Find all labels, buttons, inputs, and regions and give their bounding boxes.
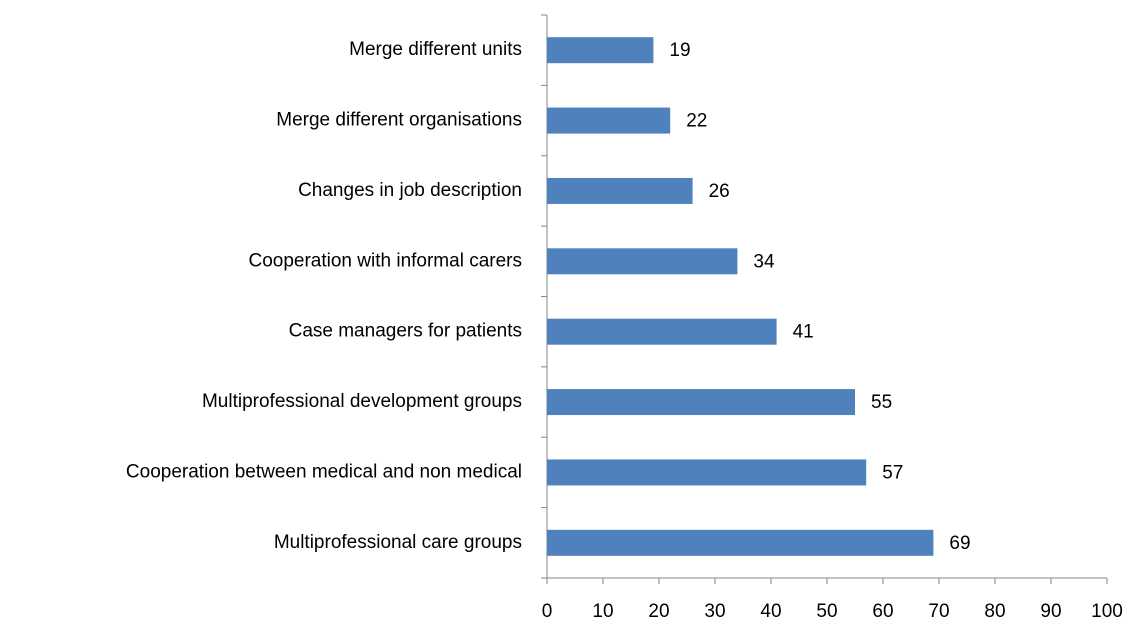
x-tick-label: 90: [1040, 601, 1061, 622]
bar: [547, 248, 738, 275]
bar: [547, 37, 654, 64]
value-label: 34: [753, 251, 775, 272]
bar: [547, 389, 855, 416]
x-tick-label: 10: [592, 601, 613, 622]
bar: [547, 177, 693, 204]
bar: [547, 318, 777, 345]
y-tick-label: Cooperation with informal carers: [248, 250, 522, 271]
bar: [547, 107, 671, 134]
value-label: 55: [871, 392, 892, 413]
y-tick-label: Multiprofessional development groups: [202, 391, 522, 412]
y-tick-label: Changes in job description: [298, 180, 522, 201]
value-label: 69: [949, 533, 970, 554]
bar: [547, 459, 867, 486]
bar: [547, 529, 934, 556]
x-tick-label: 70: [928, 601, 949, 622]
value-label: 41: [793, 322, 814, 343]
y-tick-label: Cooperation between medical and non medi…: [126, 461, 522, 482]
x-tick-label: 60: [872, 601, 893, 622]
x-tick-label: 80: [984, 601, 1005, 622]
x-tick-label: 0: [542, 601, 553, 622]
value-label: 57: [882, 462, 903, 483]
value-label: 22: [686, 111, 707, 132]
y-tick-label: Merge different units: [349, 39, 522, 60]
value-label: 19: [669, 40, 690, 61]
x-tick-label: 50: [816, 601, 837, 622]
x-tick-label: 40: [760, 601, 781, 622]
value-label: 26: [709, 181, 730, 202]
y-tick-label: Case managers for patients: [289, 321, 522, 342]
y-tick-label: Merge different organisations: [276, 110, 522, 131]
x-tick-label: 20: [648, 601, 669, 622]
y-tick-label: Multiprofessional care groups: [274, 532, 522, 553]
x-tick-label: 100: [1091, 601, 1123, 622]
x-tick-label: 30: [704, 601, 725, 622]
